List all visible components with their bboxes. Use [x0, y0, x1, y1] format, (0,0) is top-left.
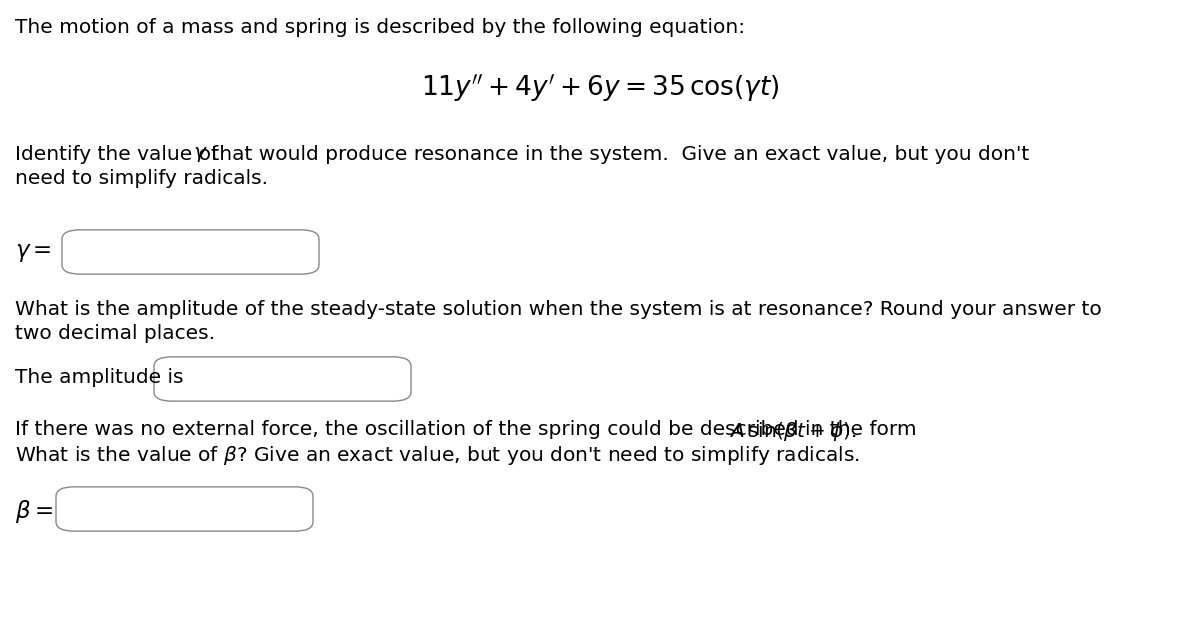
Text: If there was no external force, the oscillation of the spring could be described: If there was no external force, the osci… [14, 420, 923, 439]
Text: The motion of a mass and spring is described by the following equation:: The motion of a mass and spring is descr… [14, 18, 745, 37]
Text: two decimal places.: two decimal places. [14, 324, 215, 343]
Text: What is the value of $\beta$? Give an exact value, but you don't need to simplif: What is the value of $\beta$? Give an ex… [14, 444, 860, 467]
Text: Identify the value of: Identify the value of [14, 145, 224, 164]
Text: $A\,\mathrm{sin}(\beta t + \phi).$: $A\,\mathrm{sin}(\beta t + \phi).$ [730, 420, 857, 443]
Text: $\gamma$: $\gamma$ [193, 145, 208, 164]
Text: $\beta =$: $\beta =$ [14, 498, 53, 525]
Text: that would produce resonance in the system.  Give an exact value, but you don't: that would produce resonance in the syst… [205, 145, 1030, 164]
FancyBboxPatch shape [62, 230, 319, 274]
Text: The amplitude is: The amplitude is [14, 368, 184, 387]
Text: $11y''+4y'+6y = 35\,\mathrm{cos}(\gamma t)$: $11y''+4y'+6y = 35\,\mathrm{cos}(\gamma … [421, 72, 779, 104]
Text: What is the amplitude of the steady-state solution when the system is at resonan: What is the amplitude of the steady-stat… [14, 300, 1102, 319]
Text: need to simplify radicals.: need to simplify radicals. [14, 169, 268, 188]
FancyBboxPatch shape [56, 487, 313, 531]
FancyBboxPatch shape [154, 357, 412, 401]
Text: $\gamma =$: $\gamma =$ [14, 241, 52, 264]
